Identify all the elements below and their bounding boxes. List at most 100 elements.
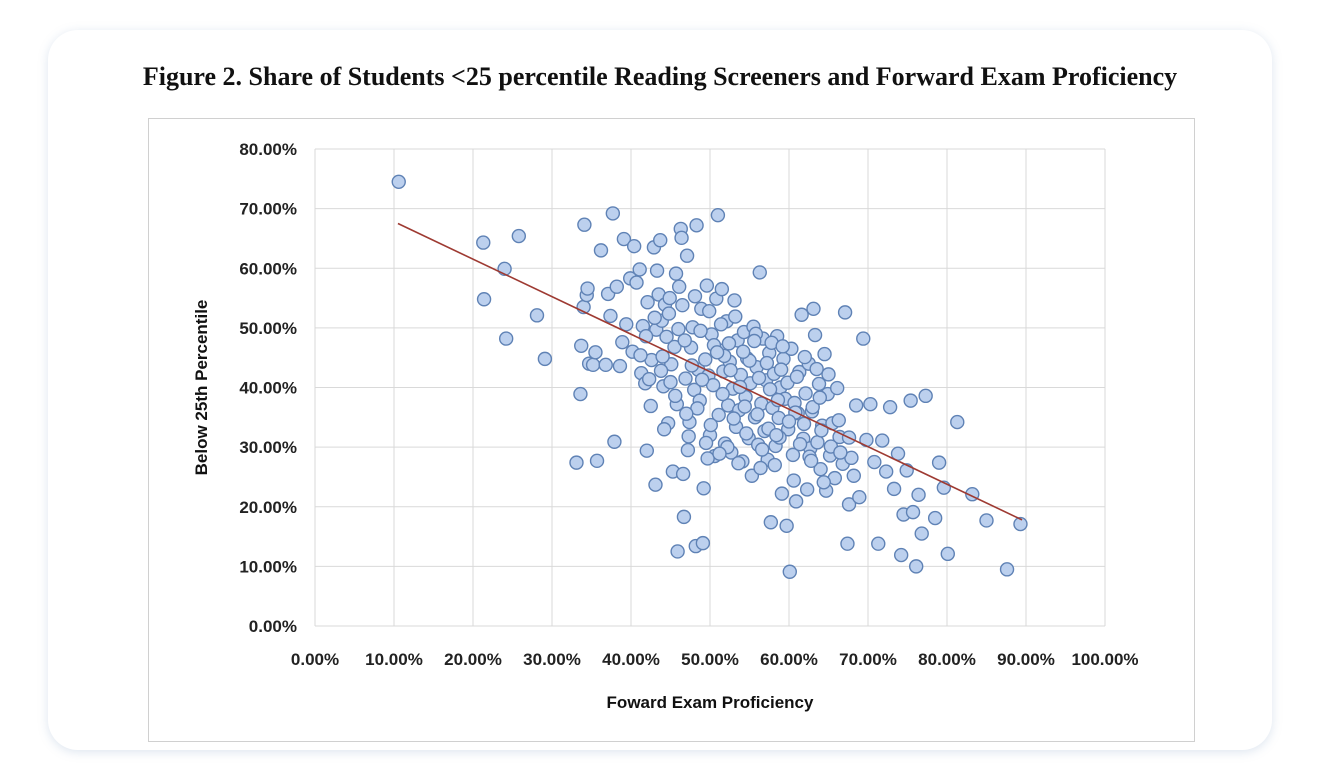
data-point bbox=[811, 376, 827, 392]
data-point bbox=[769, 428, 784, 443]
data-point bbox=[856, 331, 871, 346]
data-point bbox=[821, 367, 836, 382]
data-point bbox=[812, 390, 828, 405]
scatter-chart: 0.00% 10.00% 20.00% 30.00% 40.00% 50.00% 60.00… bbox=[192, 140, 1139, 712]
data-point bbox=[940, 546, 955, 562]
data-point bbox=[813, 461, 828, 477]
data-point bbox=[712, 446, 727, 461]
data-point bbox=[762, 382, 778, 397]
y-tick-label: 0.00% bbox=[249, 617, 297, 636]
data-point bbox=[788, 494, 804, 509]
data-point bbox=[661, 306, 677, 321]
data-point bbox=[694, 372, 710, 387]
data-point bbox=[871, 536, 886, 551]
data-point bbox=[878, 464, 894, 479]
data-point bbox=[782, 564, 797, 579]
data-point bbox=[732, 379, 748, 395]
data-point bbox=[619, 317, 634, 332]
data-point bbox=[841, 497, 857, 512]
data-point bbox=[653, 363, 669, 379]
data-point bbox=[723, 363, 738, 378]
data-point bbox=[391, 174, 406, 189]
data-point bbox=[663, 374, 678, 390]
data-point bbox=[751, 370, 767, 386]
data-point bbox=[689, 218, 704, 233]
data-point bbox=[640, 295, 655, 310]
data-point bbox=[693, 323, 708, 339]
data-point bbox=[589, 453, 605, 469]
data-point bbox=[649, 263, 665, 278]
data-point bbox=[674, 230, 689, 246]
x-tick-label: 80.00% bbox=[918, 650, 976, 669]
data-point bbox=[598, 357, 613, 373]
data-point bbox=[840, 536, 855, 551]
data-point bbox=[750, 407, 765, 422]
data-point bbox=[754, 442, 770, 457]
data-points bbox=[391, 174, 1028, 579]
data-point bbox=[676, 509, 692, 525]
data-point bbox=[903, 393, 918, 408]
data-point bbox=[739, 426, 754, 441]
data-point bbox=[647, 310, 662, 325]
data-point bbox=[641, 371, 657, 387]
data-point bbox=[786, 473, 801, 488]
data-point bbox=[605, 206, 621, 221]
data-point bbox=[667, 339, 682, 355]
data-point bbox=[831, 413, 846, 428]
data-point bbox=[908, 559, 924, 574]
data-point bbox=[837, 305, 853, 320]
data-point bbox=[914, 526, 929, 541]
x-tick-label: 60.00% bbox=[760, 650, 818, 669]
x-tick-label: 100.00% bbox=[1071, 650, 1138, 669]
data-point bbox=[687, 289, 703, 304]
data-point bbox=[659, 329, 674, 345]
data-point bbox=[1013, 516, 1028, 532]
data-point bbox=[643, 398, 658, 414]
data-point bbox=[633, 348, 648, 363]
data-point bbox=[632, 262, 647, 277]
data-point bbox=[577, 217, 592, 232]
data-point bbox=[615, 334, 630, 350]
data-point bbox=[979, 513, 994, 528]
data-point bbox=[671, 321, 686, 337]
data-point bbox=[710, 207, 726, 223]
data-point bbox=[999, 562, 1015, 577]
data-point bbox=[648, 477, 663, 492]
data-point bbox=[727, 293, 742, 308]
data-point bbox=[662, 290, 677, 306]
data-point bbox=[612, 358, 628, 374]
data-point bbox=[911, 487, 926, 503]
data-point bbox=[792, 436, 808, 452]
data-point bbox=[629, 275, 644, 290]
y-tick-label: 20.00% bbox=[239, 498, 297, 517]
data-point bbox=[721, 336, 737, 351]
data-point bbox=[797, 349, 812, 365]
data-point bbox=[593, 243, 609, 258]
data-point bbox=[511, 228, 527, 244]
data-point bbox=[671, 279, 687, 294]
data-point bbox=[848, 398, 864, 413]
y-tick-label: 30.00% bbox=[239, 438, 297, 457]
data-point bbox=[698, 352, 713, 367]
data-point bbox=[715, 386, 730, 402]
data-point bbox=[875, 433, 890, 448]
data-point bbox=[616, 231, 632, 247]
data-point bbox=[678, 371, 693, 386]
data-point bbox=[537, 351, 553, 367]
data-point bbox=[867, 454, 882, 470]
data-point bbox=[702, 303, 717, 319]
data-point bbox=[626, 238, 642, 254]
data-point bbox=[700, 451, 715, 466]
data-point bbox=[574, 338, 589, 353]
data-point bbox=[695, 535, 711, 551]
data-point bbox=[950, 414, 965, 430]
x-tick-label: 20.00% bbox=[444, 650, 502, 669]
data-point bbox=[498, 331, 514, 346]
data-point bbox=[882, 399, 898, 415]
data-point bbox=[763, 515, 779, 530]
data-point bbox=[656, 422, 672, 437]
data-point bbox=[833, 445, 848, 460]
data-point bbox=[781, 414, 797, 429]
x-tick-label: 0.00% bbox=[291, 650, 339, 669]
data-point bbox=[580, 281, 595, 296]
